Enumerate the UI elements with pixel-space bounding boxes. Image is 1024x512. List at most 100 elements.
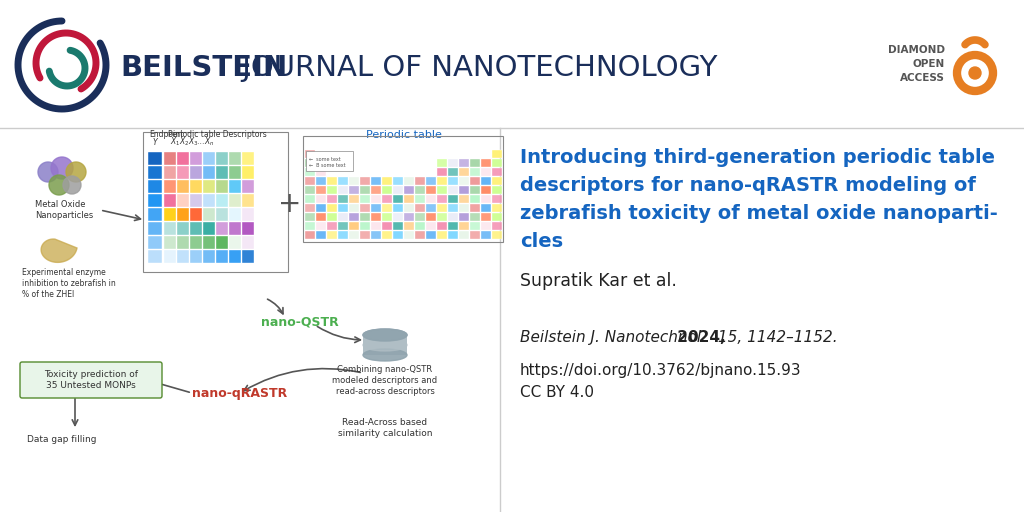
FancyBboxPatch shape xyxy=(459,231,469,239)
FancyBboxPatch shape xyxy=(305,231,315,239)
FancyBboxPatch shape xyxy=(203,194,215,207)
Text: Endpoint: Endpoint xyxy=(150,130,183,139)
Circle shape xyxy=(49,175,69,195)
FancyBboxPatch shape xyxy=(190,222,202,235)
FancyBboxPatch shape xyxy=(415,204,425,212)
FancyBboxPatch shape xyxy=(177,222,189,235)
FancyBboxPatch shape xyxy=(203,166,215,179)
FancyBboxPatch shape xyxy=(360,204,370,212)
Text: cles: cles xyxy=(520,232,563,251)
FancyBboxPatch shape xyxy=(393,231,403,239)
Circle shape xyxy=(969,67,981,79)
FancyBboxPatch shape xyxy=(371,186,381,194)
FancyBboxPatch shape xyxy=(437,231,447,239)
Text: https://doi.org/10.3762/bjnano.15.93: https://doi.org/10.3762/bjnano.15.93 xyxy=(520,363,802,378)
FancyBboxPatch shape xyxy=(327,213,337,221)
FancyBboxPatch shape xyxy=(177,166,189,179)
FancyBboxPatch shape xyxy=(437,168,447,176)
FancyBboxPatch shape xyxy=(190,166,202,179)
Circle shape xyxy=(66,162,86,182)
FancyBboxPatch shape xyxy=(492,177,502,185)
FancyBboxPatch shape xyxy=(143,132,288,272)
FancyBboxPatch shape xyxy=(449,186,458,194)
FancyBboxPatch shape xyxy=(371,222,381,230)
FancyBboxPatch shape xyxy=(349,186,359,194)
FancyBboxPatch shape xyxy=(426,186,436,194)
FancyBboxPatch shape xyxy=(216,250,228,263)
FancyBboxPatch shape xyxy=(449,222,458,230)
FancyBboxPatch shape xyxy=(459,177,469,185)
FancyBboxPatch shape xyxy=(305,195,315,203)
Text: Experimental enzyme
inhibition to zebrafish in
% of the ZHEI: Experimental enzyme inhibition to zebraf… xyxy=(22,268,116,299)
FancyBboxPatch shape xyxy=(360,213,370,221)
Polygon shape xyxy=(41,239,77,262)
FancyBboxPatch shape xyxy=(415,231,425,239)
Text: descriptors for nano-qRASTR modeling of: descriptors for nano-qRASTR modeling of xyxy=(520,176,976,195)
FancyBboxPatch shape xyxy=(481,159,490,167)
FancyBboxPatch shape xyxy=(382,204,392,212)
FancyBboxPatch shape xyxy=(229,208,241,221)
FancyBboxPatch shape xyxy=(190,250,202,263)
FancyBboxPatch shape xyxy=(148,194,162,207)
FancyBboxPatch shape xyxy=(148,152,162,165)
FancyBboxPatch shape xyxy=(216,208,228,221)
FancyBboxPatch shape xyxy=(382,231,392,239)
FancyBboxPatch shape xyxy=(216,152,228,165)
FancyBboxPatch shape xyxy=(316,222,326,230)
FancyBboxPatch shape xyxy=(316,168,326,176)
FancyBboxPatch shape xyxy=(148,236,162,249)
FancyBboxPatch shape xyxy=(382,222,392,230)
FancyBboxPatch shape xyxy=(470,231,480,239)
FancyBboxPatch shape xyxy=(492,186,502,194)
Text: $X_1 X_2 X_3 \ldots X_n$: $X_1 X_2 X_3 \ldots X_n$ xyxy=(170,136,215,148)
FancyBboxPatch shape xyxy=(360,231,370,239)
FancyBboxPatch shape xyxy=(316,186,326,194)
FancyBboxPatch shape xyxy=(305,186,315,194)
FancyBboxPatch shape xyxy=(449,195,458,203)
FancyBboxPatch shape xyxy=(459,186,469,194)
Text: CC BY 4.0: CC BY 4.0 xyxy=(520,385,594,400)
FancyBboxPatch shape xyxy=(470,213,480,221)
FancyBboxPatch shape xyxy=(203,152,215,165)
FancyBboxPatch shape xyxy=(216,180,228,193)
FancyBboxPatch shape xyxy=(360,186,370,194)
FancyBboxPatch shape xyxy=(164,166,176,179)
FancyBboxPatch shape xyxy=(393,177,403,185)
FancyBboxPatch shape xyxy=(242,194,254,207)
FancyBboxPatch shape xyxy=(481,204,490,212)
FancyBboxPatch shape xyxy=(492,159,502,167)
FancyBboxPatch shape xyxy=(316,231,326,239)
FancyBboxPatch shape xyxy=(164,152,176,165)
FancyBboxPatch shape xyxy=(492,222,502,230)
FancyBboxPatch shape xyxy=(349,213,359,221)
FancyBboxPatch shape xyxy=(305,204,315,212)
FancyBboxPatch shape xyxy=(349,222,359,230)
FancyBboxPatch shape xyxy=(177,194,189,207)
Text: Data gap filling: Data gap filling xyxy=(28,435,96,444)
FancyBboxPatch shape xyxy=(393,204,403,212)
FancyBboxPatch shape xyxy=(177,208,189,221)
FancyBboxPatch shape xyxy=(148,250,162,263)
FancyBboxPatch shape xyxy=(492,231,502,239)
FancyBboxPatch shape xyxy=(190,152,202,165)
FancyBboxPatch shape xyxy=(229,222,241,235)
FancyBboxPatch shape xyxy=(481,213,490,221)
Text: BEILSTEIN: BEILSTEIN xyxy=(120,54,288,82)
FancyBboxPatch shape xyxy=(459,159,469,167)
FancyBboxPatch shape xyxy=(306,151,353,171)
FancyBboxPatch shape xyxy=(305,150,315,158)
FancyBboxPatch shape xyxy=(177,180,189,193)
FancyBboxPatch shape xyxy=(415,177,425,185)
FancyBboxPatch shape xyxy=(415,195,425,203)
FancyBboxPatch shape xyxy=(492,213,502,221)
FancyBboxPatch shape xyxy=(360,177,370,185)
FancyBboxPatch shape xyxy=(216,194,228,207)
FancyBboxPatch shape xyxy=(470,195,480,203)
FancyBboxPatch shape xyxy=(470,186,480,194)
FancyBboxPatch shape xyxy=(481,231,490,239)
FancyBboxPatch shape xyxy=(481,186,490,194)
FancyBboxPatch shape xyxy=(404,177,414,185)
FancyBboxPatch shape xyxy=(449,213,458,221)
Text: ←  some text
←  B some text: ← some text ← B some text xyxy=(309,157,346,168)
FancyBboxPatch shape xyxy=(393,186,403,194)
